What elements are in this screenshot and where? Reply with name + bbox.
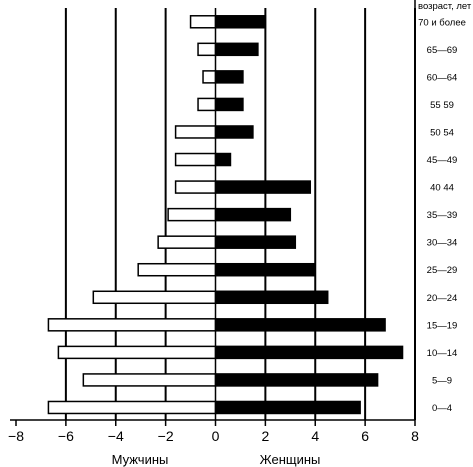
age-category-label: 60—64 — [427, 72, 458, 83]
bar-women — [214, 15, 267, 29]
bar-men — [57, 345, 217, 360]
bar-men — [197, 97, 217, 112]
bar-women — [214, 180, 312, 194]
bar-women — [214, 125, 254, 139]
bars — [47, 15, 404, 415]
bar-women — [214, 207, 292, 222]
category-axis-title: возраст, лет — [418, 1, 472, 12]
age-category-label: 70 и более — [418, 17, 466, 28]
bar-men — [157, 235, 217, 249]
bar-men — [47, 400, 217, 415]
bar-men — [174, 152, 217, 167]
bar-men — [82, 373, 217, 387]
bar-men — [202, 70, 217, 84]
age-category-label: 50 54 — [430, 127, 454, 138]
age-category-label: 5—9 — [432, 375, 452, 386]
age-category-label: 20—24 — [427, 293, 458, 304]
bar-women — [214, 345, 404, 360]
x-tick-label: −8 — [8, 428, 24, 444]
bar-women — [214, 97, 244, 112]
x-tick-label: 6 — [361, 428, 369, 444]
bar-men — [137, 262, 217, 277]
bar-women — [214, 42, 259, 57]
age-category-label: 45—49 — [427, 155, 458, 166]
age-category-label: 25—29 — [427, 265, 458, 276]
x-label-women: Женщины — [260, 452, 321, 467]
age-category-label: 55 59 — [430, 100, 454, 111]
bar-women — [214, 400, 361, 415]
bar-men — [174, 125, 217, 139]
age-category-label: 0—4 — [432, 403, 452, 414]
bar-women — [214, 373, 379, 387]
bar-women — [214, 152, 232, 167]
age-category-label: 10—14 — [427, 348, 458, 359]
x-label-men: Мужчины — [112, 452, 169, 467]
bar-men — [197, 42, 217, 57]
x-tick-label: −6 — [58, 428, 74, 444]
age-category-label: 30—34 — [427, 238, 458, 249]
x-tick-label: −2 — [158, 428, 174, 444]
bar-men — [92, 290, 217, 305]
age-category-label: 15—19 — [427, 320, 458, 331]
bar-men — [47, 318, 217, 332]
bar-women — [214, 318, 386, 332]
bar-women — [214, 290, 329, 305]
x-tick-label: 0 — [212, 428, 220, 444]
bar-women — [214, 235, 297, 249]
bar-women — [214, 262, 316, 277]
bar-men — [167, 207, 217, 222]
x-tick-label: 2 — [261, 428, 269, 444]
age-category-label: 40 44 — [430, 183, 454, 194]
x-tick-label: 8 — [411, 428, 419, 444]
age-category-label: 65—69 — [427, 45, 458, 56]
x-tick-labels: −8 −6 −4 −2 0 2 4 6 8 — [8, 420, 419, 444]
age-category-labels: 70 и более 65—69 60—64 55 59 50 54 45—49 40 44… — [418, 17, 466, 414]
bar-women — [214, 70, 244, 84]
age-category-label: 35—39 — [427, 210, 458, 221]
bar-men — [189, 15, 217, 29]
bar-men — [174, 180, 217, 194]
x-tick-label: 4 — [311, 428, 319, 444]
x-tick-label: −4 — [108, 428, 124, 444]
